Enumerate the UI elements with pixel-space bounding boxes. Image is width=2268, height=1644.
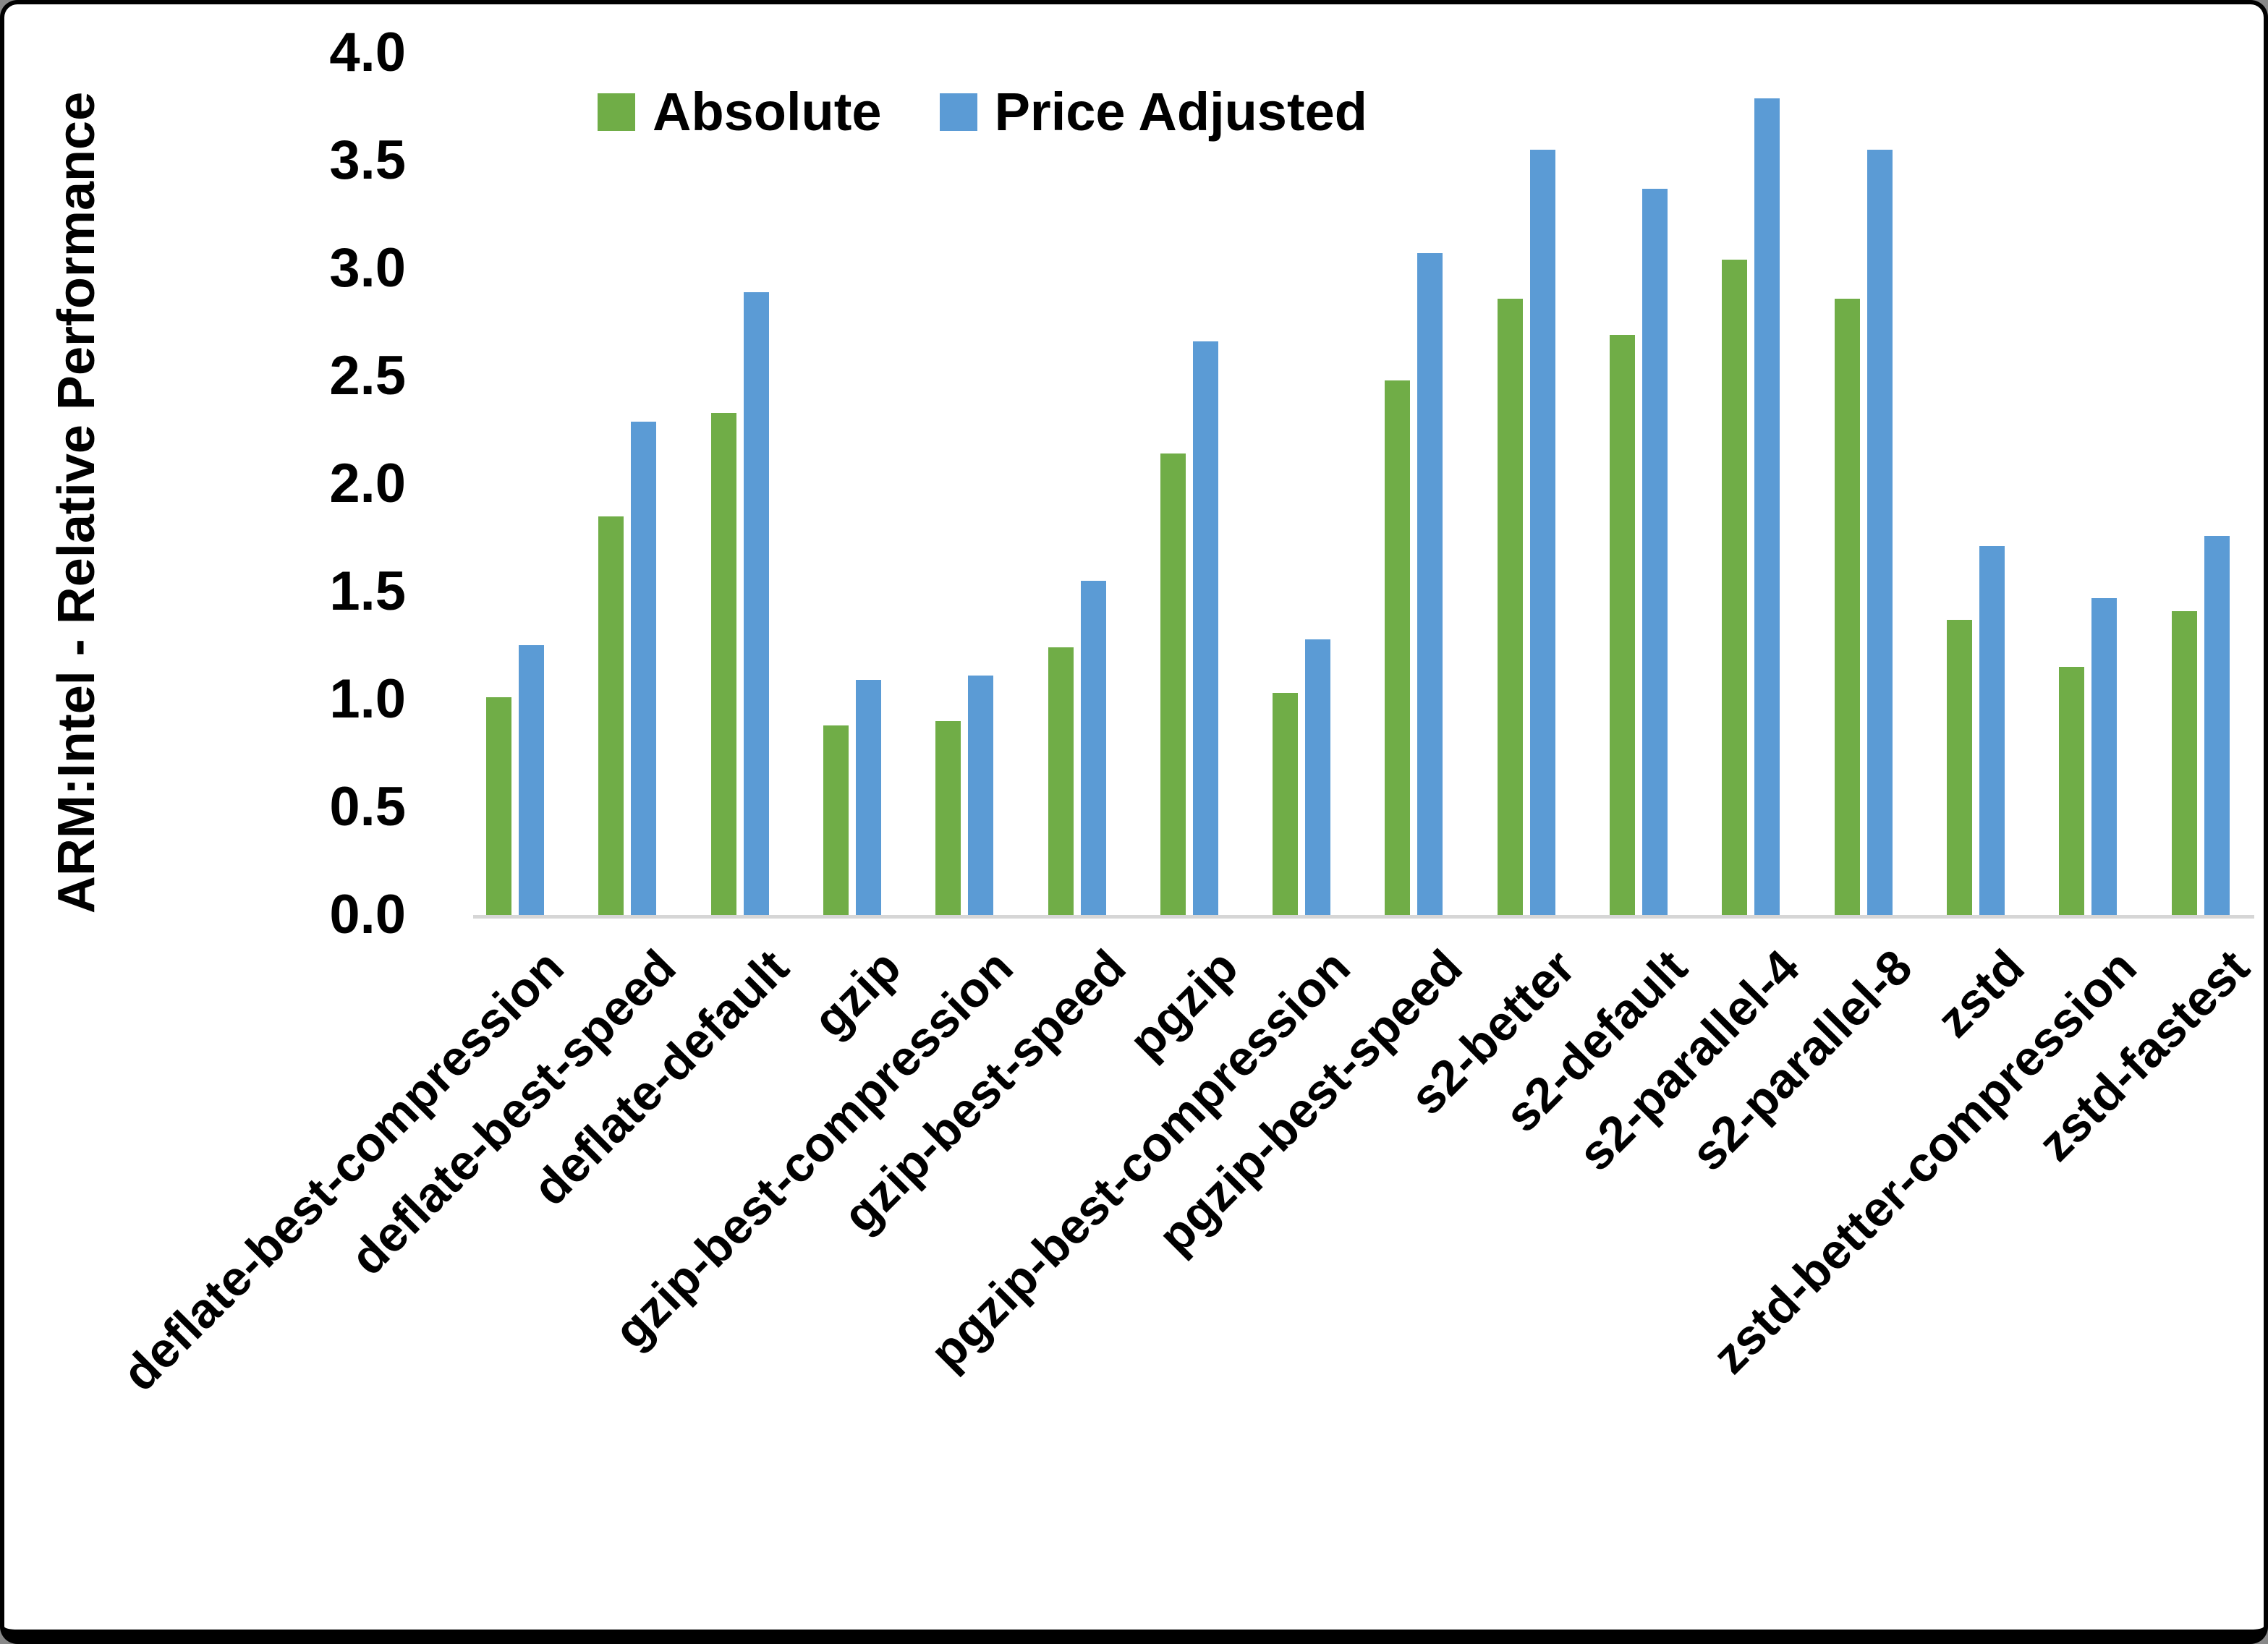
bar-absolute-deflate-default bbox=[711, 413, 736, 915]
y-tick-label: 3.0 bbox=[329, 237, 406, 299]
bar-price-adjusted-pgzip-best-speed bbox=[1417, 253, 1443, 915]
y-tick-label: 1.0 bbox=[329, 668, 406, 730]
bar-price-adjusted-s2-parallel-8 bbox=[1867, 150, 1893, 915]
y-tick-label: 2.5 bbox=[329, 345, 406, 406]
bar-price-adjusted-s2-default bbox=[1642, 189, 1668, 915]
bar-price-adjusted-gzip-best-speed bbox=[1081, 581, 1106, 915]
bar-absolute-pgzip-best-speed bbox=[1385, 380, 1410, 915]
bar-price-adjusted-s2-parallel-4 bbox=[1754, 98, 1780, 915]
y-tick-label: 1.5 bbox=[329, 561, 406, 622]
x-axis-line bbox=[473, 915, 2254, 919]
bar-price-adjusted-s2-better bbox=[1530, 150, 1555, 915]
y-tick-label: 3.5 bbox=[329, 129, 406, 191]
y-tick-label: 4.0 bbox=[329, 22, 406, 83]
bar-price-adjusted-deflate-default bbox=[744, 292, 769, 915]
bar-absolute-s2-parallel-8 bbox=[1835, 299, 1860, 915]
bar-absolute-deflate-best-speed bbox=[598, 516, 624, 915]
legend-swatch-absolute-icon bbox=[598, 93, 635, 131]
legend-item-absolute: Absolute bbox=[598, 85, 882, 139]
bar-price-adjusted-gzip-best-compression bbox=[968, 676, 993, 915]
bar-absolute-s2-default bbox=[1610, 335, 1635, 915]
bar-price-adjusted-zstd-better-compression bbox=[2091, 598, 2117, 915]
bar-absolute-zstd-better-compression bbox=[2059, 667, 2084, 915]
y-tick-label: 2.0 bbox=[329, 453, 406, 514]
y-tick-label: 0.5 bbox=[329, 776, 406, 838]
bar-absolute-gzip-best-compression bbox=[935, 721, 961, 915]
bar-price-adjusted-deflate-best-compression bbox=[519, 645, 544, 915]
bar-absolute-zstd-fastest bbox=[2172, 611, 2197, 915]
bar-price-adjusted-zstd bbox=[1979, 546, 2005, 915]
bar-price-adjusted-pgzip bbox=[1193, 341, 1218, 915]
bar-price-adjusted-deflate-best-speed bbox=[631, 422, 656, 915]
legend-label-absolute: Absolute bbox=[653, 82, 882, 142]
legend-item-price-adjusted: Price Adjusted bbox=[939, 82, 1367, 142]
bar-price-adjusted-pgzip-best-compression bbox=[1305, 639, 1330, 915]
plot-area: 0.0 0.5 1.0 1.5 2.0 2.5 3.0 3.5 4.0 deflate-best-… bbox=[4, 4, 2264, 1630]
bar-absolute-zstd bbox=[1947, 620, 1972, 915]
bar-absolute-deflate-best-compression bbox=[486, 697, 511, 915]
legend: Absolute Price Adjusted bbox=[598, 85, 1367, 139]
bar-absolute-pgzip-best-compression bbox=[1273, 693, 1298, 915]
y-tick-label: 0.0 bbox=[329, 884, 406, 945]
bar-absolute-pgzip bbox=[1160, 453, 1186, 915]
legend-swatch-price-adjusted-icon bbox=[939, 93, 977, 131]
bar-absolute-gzip-best-speed bbox=[1048, 647, 1074, 915]
bar-price-adjusted-gzip bbox=[856, 680, 881, 915]
bar-absolute-s2-better bbox=[1498, 299, 1523, 915]
bar-price-adjusted-zstd-fastest bbox=[2204, 536, 2230, 915]
bar-absolute-gzip bbox=[823, 725, 849, 915]
bar-absolute-s2-parallel-4 bbox=[1722, 260, 1747, 915]
legend-label-price-adjusted: Price Adjusted bbox=[994, 82, 1367, 142]
